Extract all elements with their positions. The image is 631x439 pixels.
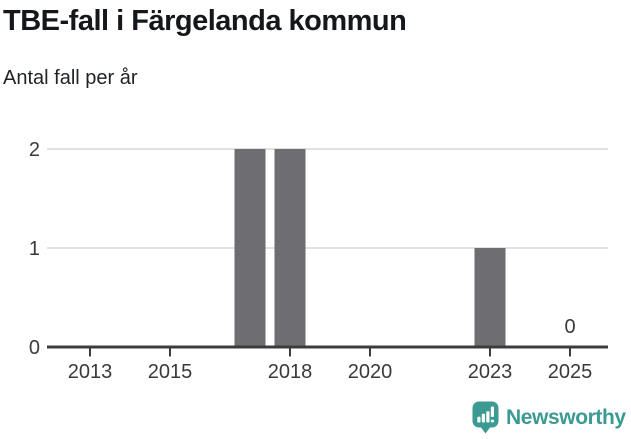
bar-2023: [474, 248, 506, 347]
x-tick-label-2018: 2018: [268, 361, 313, 383]
exclamation-bar: [490, 406, 494, 417]
newsworthy-logo: Newsworthy: [472, 401, 626, 434]
x-tick-label-2015: 2015: [148, 361, 193, 383]
x-tick-label-2023: 2023: [468, 361, 513, 383]
newsworthy-wordmark: Newsworthy: [506, 405, 626, 429]
x-tick-label-2020: 2020: [348, 361, 393, 383]
bar-2018: [274, 149, 306, 347]
exclamation-dot: [490, 419, 494, 423]
bar-2017: [234, 149, 266, 347]
y-tick-label: 0: [29, 337, 40, 359]
y-tick-label: 1: [29, 238, 40, 260]
mini-bar-1: [477, 416, 481, 423]
newsworthy-bar-chart-bubble-icon: [472, 401, 499, 434]
x-tick-label-2013: 2013: [68, 361, 113, 383]
speech-bubble-tail: [479, 425, 492, 434]
y-tick-label: 2: [29, 139, 40, 161]
x-tick-label-2025: 2025: [548, 361, 593, 383]
chart-title: TBE-fall i Färgelanda kommun: [3, 5, 407, 37]
mini-bar-2: [481, 413, 485, 423]
mini-bar-3: [486, 411, 490, 423]
chart-subtitle: Antal fall per år: [3, 67, 138, 89]
speech-bubble-shape: [472, 401, 499, 428]
value-label-2025: 0: [564, 316, 575, 338]
